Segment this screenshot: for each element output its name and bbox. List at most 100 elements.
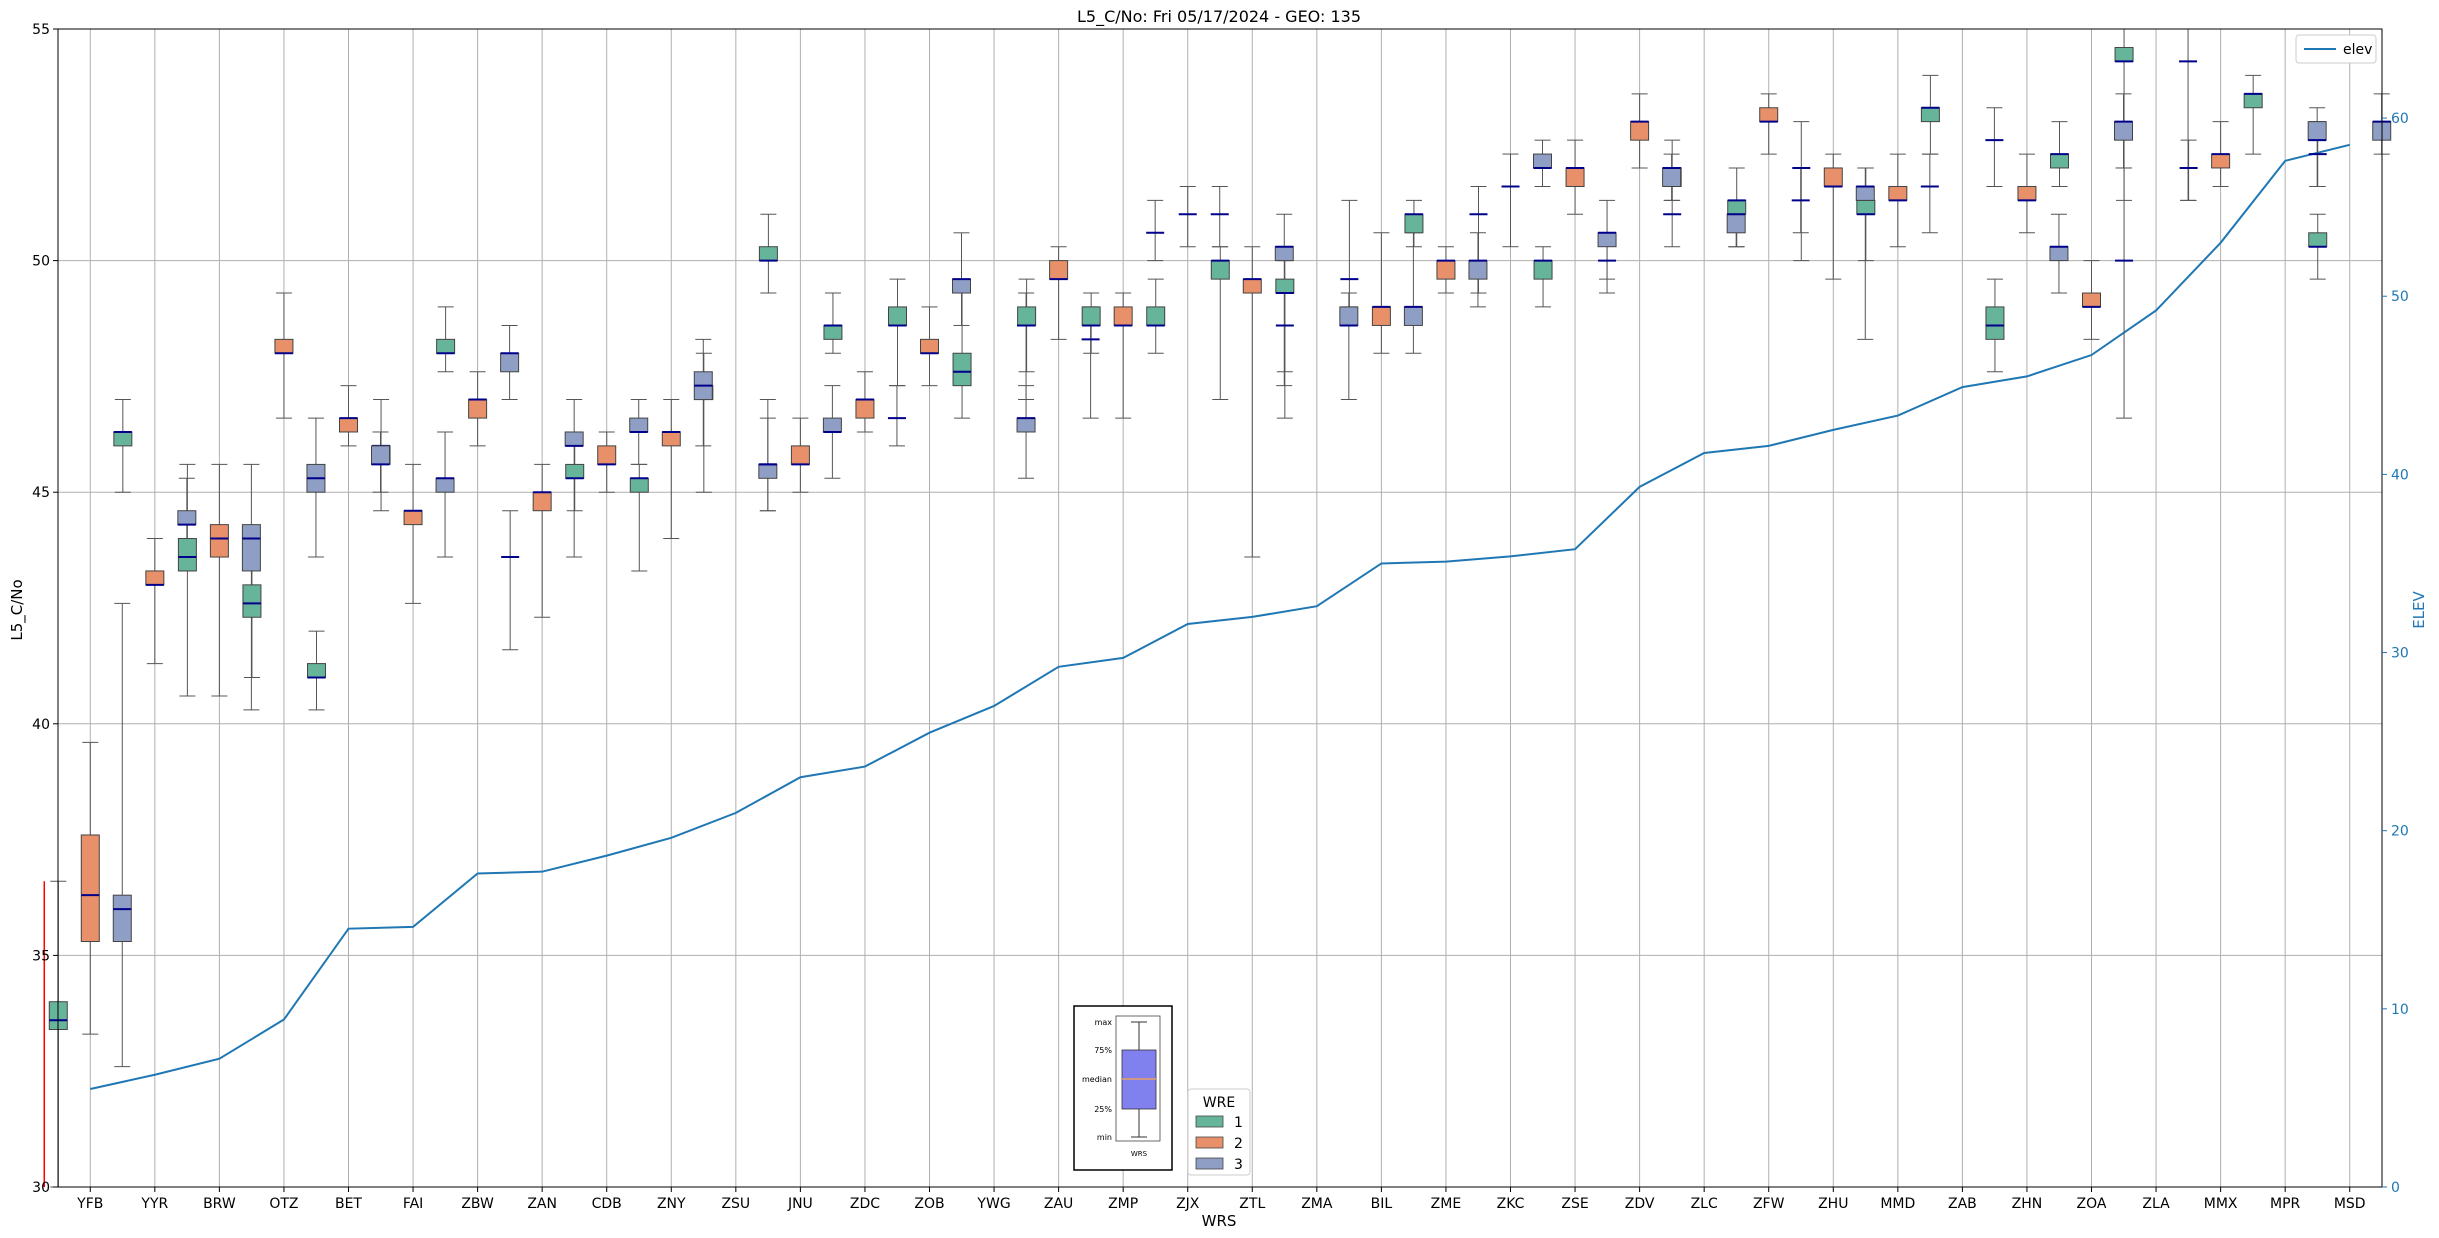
x-tick-label: ZHU [1818, 1196, 1848, 1212]
x-tick-label: YWG [976, 1196, 1010, 1212]
box-wre-1 [113, 431, 133, 447]
box-wre-3 [822, 417, 842, 433]
box-wre-1 [758, 246, 778, 262]
box-wre-2 [790, 445, 810, 465]
box-wre-3 [1274, 246, 1294, 262]
box-wre-2 [1565, 167, 1585, 187]
box-wre-3 [629, 417, 649, 433]
x-tick-label: ZMP [1108, 1196, 1138, 1212]
wre-legend-label: 1 [1234, 1115, 1243, 1131]
whiskers [43, 28, 2390, 1188]
box-wre-3 [2307, 121, 2327, 141]
x-tick-label: BRW [203, 1196, 236, 1212]
box-wre-1 [2243, 93, 2263, 109]
box-wre-1 [1533, 260, 1553, 280]
x-tick-label: ZKC [1497, 1196, 1525, 1212]
x-tick-label: MMD [1880, 1196, 1915, 1212]
y2-tick-label: 0 [2391, 1180, 2400, 1196]
box-wre-2 [274, 338, 294, 354]
box-wre-2 [1049, 260, 1069, 280]
box-wre-2 [468, 399, 488, 419]
box-wre-3 [1339, 306, 1359, 326]
box-wre-2 [145, 570, 165, 586]
x-tick-label: ZHN [2012, 1196, 2043, 1212]
box-guide-label: min [1097, 1133, 1112, 1142]
box-wre-3 [2049, 246, 2069, 262]
box-wre-3 [112, 894, 132, 943]
wre-legend-label: 3 [1234, 1157, 1243, 1173]
y2-tick-label: 20 [2391, 824, 2409, 840]
box-wre-3 [500, 352, 520, 373]
x-tick-label: ZAN [527, 1196, 557, 1212]
x-tick-label: ZSU [721, 1196, 750, 1212]
box-guide-label: median [1082, 1075, 1112, 1084]
box-wre-3 [952, 278, 971, 294]
box-wre-2 [532, 491, 552, 512]
x-tick-label: ZMA [1301, 1196, 1333, 1212]
x-tick-label: ZME [1431, 1196, 1462, 1212]
x-tick-label: YYR [140, 1196, 168, 1212]
wre-legend-swatch-2 [1195, 1136, 1224, 1149]
box-wre-3 [1662, 167, 1682, 187]
elevation-series [90, 143, 2350, 1090]
box-wre-3 [564, 431, 584, 447]
box-wre-3 [1403, 306, 1423, 326]
plot-border [57, 28, 2383, 1188]
box-guide-label: max [1095, 1018, 1113, 1027]
wre-legend-swatch-3 [1195, 1157, 1224, 1170]
y2-tick-label: 40 [2391, 467, 2409, 483]
box-wre-2 [1823, 167, 1843, 187]
box-wre-1 [1275, 278, 1295, 294]
box-wre-2 [209, 524, 229, 558]
x-tick-label: MSD [2334, 1196, 2366, 1212]
box-guide-label: 75% [1094, 1046, 1112, 1055]
box-wre-2 [920, 338, 939, 354]
y2-axis-label: ELEV [2410, 590, 2428, 628]
x-axis-label: WRS [1202, 1212, 1237, 1230]
box-guide-xlabel: WRS [1131, 1150, 1148, 1158]
boxes [48, 47, 2392, 1031]
y-tick-label: 55 [32, 22, 50, 38]
box-wre-2 [1242, 278, 1262, 294]
box-wre-2 [661, 431, 681, 447]
box-wre-2 [855, 399, 875, 419]
box-wre-2 [1436, 260, 1456, 280]
box-wre-1 [2114, 47, 2134, 62]
x-tick-label: ZTL [1239, 1196, 1265, 1212]
x-tick-label: ZAB [1948, 1196, 1977, 1212]
box-wre-1 [1920, 107, 1940, 123]
box-wre-1 [1404, 213, 1424, 234]
y2-tick-label: 30 [2391, 646, 2409, 662]
box-wre-2 [1630, 121, 1650, 141]
box-wre-1 [307, 663, 326, 678]
box-wre-1 [952, 352, 972, 387]
x-tick-label: ZLC [1691, 1196, 1718, 1212]
box-wre-3 [177, 510, 197, 526]
box-wre-3 [1726, 213, 1746, 234]
y-tick-label: 45 [32, 485, 50, 501]
wre-legend-box [1187, 1088, 1251, 1176]
x-tick-label: ZNY [657, 1196, 686, 1212]
x-tick-label: YFB [76, 1196, 103, 1212]
box-wre-2 [2082, 292, 2101, 308]
y-tick-label: 35 [32, 948, 50, 964]
x-tick-label: ZLA [2142, 1196, 2170, 1212]
x-tick-label: ZBW [461, 1196, 494, 1212]
box-wre-3 [1468, 260, 1488, 280]
x-tick-label: OTZ [269, 1196, 298, 1212]
box-wre-2 [1888, 185, 1908, 201]
elev-legend-label: elev [2343, 42, 2372, 58]
box-wre-3 [241, 524, 261, 572]
x-tick-label: ZDC [850, 1196, 880, 1212]
box-wre-2 [2211, 153, 2231, 169]
box-wre-1 [1856, 199, 1876, 215]
legends: elev max 75% median 25% min WRS WRE 1 2 3 [1073, 34, 2377, 1176]
box-wre-1 [888, 306, 907, 326]
y-tick-label: 50 [32, 254, 50, 270]
x-tick-label: ZFW [1753, 1196, 1785, 1212]
box-wre-1 [2050, 153, 2069, 169]
y-tick-label: 40 [32, 717, 50, 733]
box-wre-2 [597, 445, 617, 465]
box-wre-1 [1727, 199, 1747, 215]
